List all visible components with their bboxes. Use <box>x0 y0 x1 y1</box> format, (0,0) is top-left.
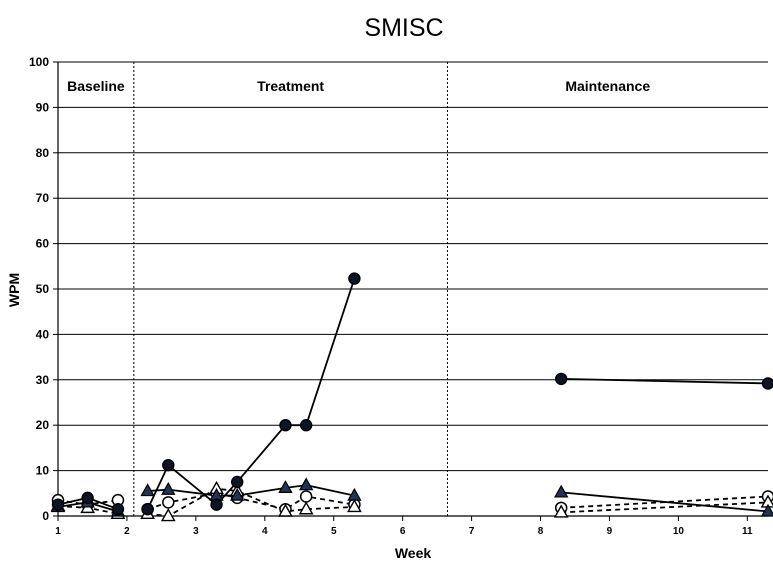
x-tick-label: 10 <box>673 526 685 537</box>
y-tick-label: 60 <box>36 237 50 251</box>
data-point-filled-circle <box>210 498 223 511</box>
y-tick-label: 100 <box>29 55 49 69</box>
series-markers <box>50 272 773 522</box>
x-tick-label: 5 <box>331 526 337 537</box>
gridlines <box>58 61 768 472</box>
chart-title: SMISC <box>364 14 443 42</box>
data-point-open-circle <box>299 490 313 503</box>
x-tick-label: 4 <box>262 526 268 537</box>
data-point-filled-triangle <box>760 503 773 517</box>
y-tick-label: 90 <box>36 100 50 114</box>
y-tick-label: 20 <box>36 418 50 432</box>
data-point-open-circle <box>162 496 175 509</box>
y-tick-labels: 0 10 20 30 40 50 60 70 80 90 100 <box>29 55 49 523</box>
data-point-filled-triangle <box>554 484 569 498</box>
x-tick-label: 1 <box>55 526 61 537</box>
data-point-open-triangle <box>347 498 362 513</box>
data-point-filled-triangle <box>230 487 245 501</box>
data-point-filled-circle <box>555 372 568 386</box>
data-point-filled-circle <box>299 419 313 432</box>
series-filled-circle-line-segment-2 <box>146 278 356 510</box>
data-point-open-triangle <box>160 508 176 522</box>
series-filled-circle-line-segment-3 <box>561 377 769 385</box>
x-tick-labels: 1 2 3 4 5 6 7 8 9 10 11 <box>55 526 753 537</box>
data-point-filled-circle <box>162 458 175 472</box>
phase-label-maintenance: Maintenance <box>565 78 650 94</box>
data-point-filled-circle <box>51 498 65 511</box>
data-point-filled-circle <box>761 377 773 390</box>
y-tick-label: 50 <box>36 282 50 296</box>
data-point-filled-circle <box>231 475 244 489</box>
series-lines <box>57 278 769 517</box>
series-open-circle-line-segment-2 <box>147 492 355 511</box>
phase-labels: Baseline Treatment Maintenance <box>67 78 650 94</box>
data-point-open-triangle <box>278 503 293 517</box>
data-point-filled-circle <box>348 272 361 285</box>
data-point-filled-triangle <box>278 480 293 494</box>
data-point-filled-circle <box>141 502 154 516</box>
series-open-circle-line-segment-3 <box>561 495 769 509</box>
x-tick-label: 3 <box>193 526 199 537</box>
x-tick-label: 8 <box>538 526 544 537</box>
data-point-open-triangle <box>298 501 314 515</box>
y-tick-label: 70 <box>36 191 50 205</box>
x-tick-label: 9 <box>607 526 613 537</box>
axes <box>53 61 768 521</box>
y-tick-label: 80 <box>36 146 50 160</box>
data-point-filled-circle <box>111 502 125 516</box>
phase-label-treatment: Treatment <box>257 78 324 94</box>
y-tick-label: 10 <box>36 464 50 478</box>
phase-label-baseline: Baseline <box>67 78 125 94</box>
data-point-filled-triangle <box>298 477 314 491</box>
y-tick-label: 30 <box>36 373 50 387</box>
y-tick-label: 40 <box>36 327 50 341</box>
series-filled-triangle-line-segment-2 <box>147 484 355 497</box>
x-tick-label: 7 <box>469 526 475 537</box>
x-axis-label: Week <box>395 545 432 561</box>
data-point-filled-circle <box>279 419 292 432</box>
x-tick-label: 6 <box>400 526 406 537</box>
x-tick-label: 2 <box>124 526 130 537</box>
data-point-filled-triangle <box>161 481 176 495</box>
y-tick-label: 0 <box>42 509 49 523</box>
data-point-filled-circle <box>81 491 94 505</box>
x-tick-label: 11 <box>742 526 753 537</box>
series-open-triangle-line-segment-3 <box>561 501 769 514</box>
y-axis-label: WPM <box>6 273 22 307</box>
data-point-open-triangle <box>553 504 569 518</box>
data-point-filled-triangle <box>347 487 362 501</box>
data-point-filled-triangle <box>140 483 155 497</box>
